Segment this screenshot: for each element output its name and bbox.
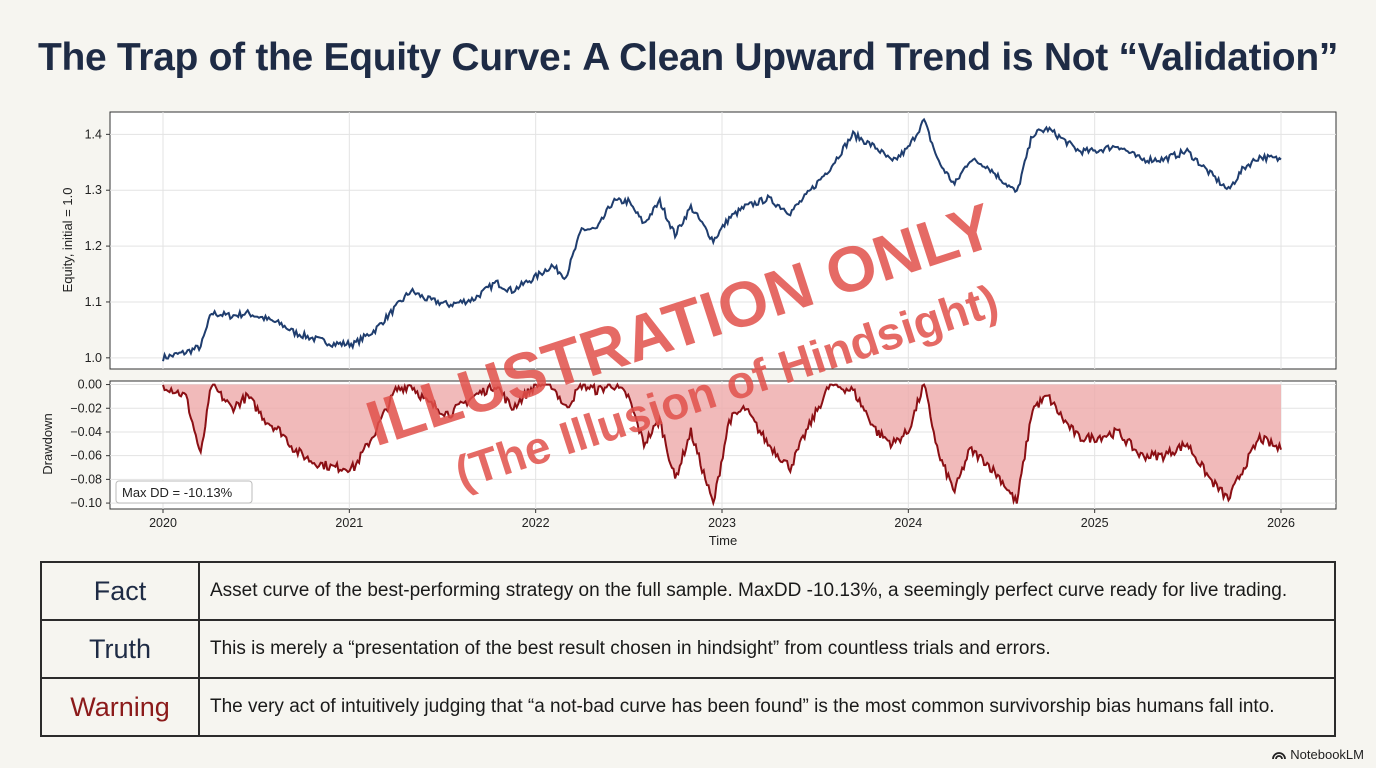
fact-label: Fact [40, 561, 200, 621]
x-tick-label: 2025 [1081, 516, 1109, 530]
y-tick-label: 1.3 [85, 183, 102, 197]
y-tick-label: −0.02 [70, 401, 102, 415]
equity-y-ticks: 1.0 1.1 1.2 1.3 1.4 [85, 127, 110, 365]
x-tick-label: 2023 [708, 516, 736, 530]
x-axis-ticks: 2020 2021 2022 2023 2024 2025 2026 [149, 509, 1295, 530]
y-tick-label: −0.08 [70, 472, 102, 486]
drawdown-y-ticks: 0.00 −0.02 −0.04 −0.06 −0.08 −0.10 [70, 378, 110, 510]
chart-area: 1.0 1.1 1.2 1.3 1.4 Equity, initial = 1.0 0.… [40, 111, 1337, 548]
drawdown-y-axis-label: Drawdown [40, 413, 55, 474]
notes-table: Fact Asset curve of the best-performing … [40, 561, 1336, 737]
notebooklm-logo-icon [1272, 751, 1287, 759]
equity-plot-frame [109, 111, 1337, 370]
equity-y-axis-label: Equity, initial = 1.0 [60, 188, 75, 293]
truth-label: Truth [40, 619, 200, 679]
truth-text: This is merely a “presentation of the be… [198, 619, 1336, 679]
warning-label: Warning [40, 677, 200, 737]
table-row: Warning The very act of intuitively judg… [40, 677, 1336, 737]
table-row: Truth This is merely a “presentation of … [40, 619, 1336, 679]
x-axis-label: Time [709, 533, 737, 548]
y-tick-label: 0.00 [78, 378, 102, 392]
x-tick-label: 2021 [335, 516, 363, 530]
brand: NotebookLM [1272, 747, 1364, 762]
y-tick-label: 1.4 [85, 127, 102, 141]
page-title: The Trap of the Equity Curve: A Clean Up… [37, 36, 1339, 79]
y-tick-label: −0.06 [70, 449, 102, 463]
x-tick-label: 2020 [149, 516, 177, 530]
x-tick-label: 2026 [1267, 516, 1295, 530]
warning-text: The very act of intuitively judging that… [198, 677, 1336, 737]
y-tick-label: 1.1 [85, 295, 102, 309]
max-dd-annotation: Max DD = -10.13% [122, 485, 233, 500]
equity-panel: 1.0 1.1 1.2 1.3 1.4 Equity, initial = 1.0 [60, 111, 1337, 370]
x-tick-label: 2024 [894, 516, 922, 530]
y-tick-label: 1.2 [85, 239, 102, 253]
drawdown-panel: 0.00 −0.02 −0.04 −0.06 −0.08 −0.10 Drawdown M… [40, 378, 1337, 510]
drawdown-line [162, 382, 1282, 507]
equity-line [162, 117, 1282, 362]
y-tick-label: −0.04 [70, 425, 102, 439]
equity-grid [110, 112, 1336, 369]
table-row: Fact Asset curve of the best-performing … [40, 561, 1336, 621]
x-tick-label: 2022 [522, 516, 550, 530]
fact-text: Asset curve of the best-performing strat… [198, 561, 1336, 621]
y-tick-label: −0.10 [70, 496, 102, 510]
max-dd-annotation-box [115, 480, 253, 504]
y-tick-label: 1.0 [85, 351, 102, 365]
brand-name: NotebookLM [1290, 747, 1364, 762]
